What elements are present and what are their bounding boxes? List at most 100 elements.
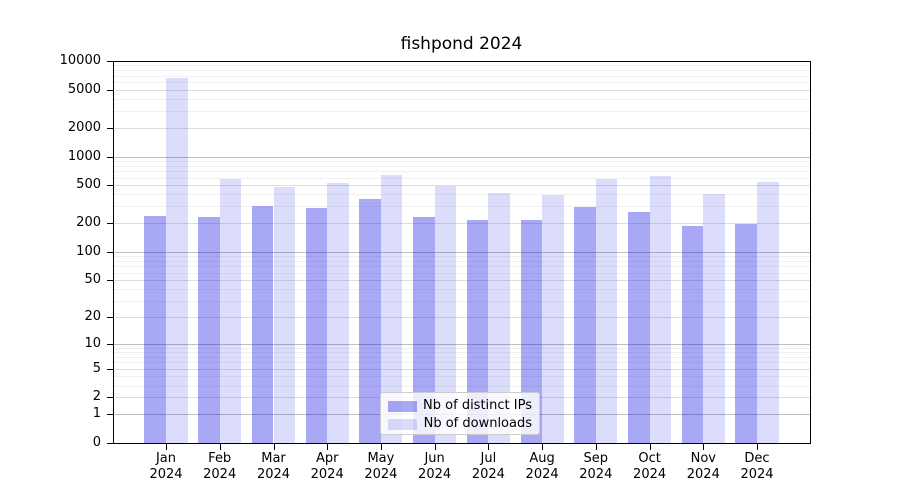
x-tick-label-month: May <box>367 451 395 466</box>
x-tick-mark <box>327 444 329 450</box>
gridline <box>114 156 810 158</box>
x-tick-label-month: Mar <box>261 451 286 466</box>
bar-nb-of-distinct-ips-jan <box>144 216 166 443</box>
x-tick-mark <box>488 444 490 450</box>
y-tick-label: 5000 <box>67 81 101 97</box>
gridline <box>114 185 810 187</box>
gridline-minor <box>114 385 810 387</box>
bar-nb-of-downloads-oct <box>649 175 672 443</box>
x-tick-label-year: 2024 <box>149 467 183 482</box>
x-tick-label-month: Dec <box>744 451 770 466</box>
y-tick-label: 20 <box>84 308 101 324</box>
x-tick-label-month: Jan <box>155 451 177 466</box>
bar-nb-of-downloads-feb <box>219 179 242 443</box>
x-tick-label-year: 2024 <box>740 467 774 482</box>
y-tick-label: 10 <box>84 335 101 351</box>
gridline-minor <box>114 289 810 290</box>
bar-nb-of-distinct-ips-apr <box>305 208 328 443</box>
gridline <box>114 368 810 370</box>
legend-label-downloads: Nb of downloads <box>423 416 532 431</box>
x-tick-mark <box>757 444 758 450</box>
y-tick-mark <box>107 61 113 62</box>
y-tick-mark <box>107 185 113 187</box>
legend-swatch-distinct-ips <box>388 400 417 412</box>
x-tick-mark <box>166 444 167 450</box>
y-tick-label: 100 <box>76 243 101 259</box>
bar-nb-of-distinct-ips-jun <box>413 216 435 443</box>
gridline-minor <box>114 82 810 84</box>
x-tick-label-month: Sep <box>583 451 609 466</box>
x-tick-label-month: Jul <box>480 451 497 466</box>
y-tick-label: 0 <box>92 435 101 450</box>
x-tick-label-month: Aug <box>529 451 555 466</box>
bar-nb-of-downloads-apr <box>327 183 349 443</box>
x-tick-label-year: 2024 <box>579 467 613 482</box>
x-tick-label-year: 2024 <box>256 467 291 482</box>
bar-nb-of-distinct-ips-mar <box>251 206 274 443</box>
x-tick-label-month: Jun <box>424 451 445 466</box>
y-tick-label: 500 <box>76 177 101 193</box>
gridline-minor <box>114 272 810 274</box>
bar-nb-of-downloads-mar <box>273 186 296 443</box>
gridline-minor <box>114 362 810 364</box>
bar-nb-of-distinct-ips-aug <box>520 219 543 443</box>
gridline-minor <box>114 347 810 349</box>
x-tick-mark <box>542 444 544 450</box>
x-tick-label-year: 2024 <box>418 467 452 482</box>
gridline-minor <box>114 110 810 112</box>
gridline-minor <box>114 351 810 353</box>
gridline <box>114 279 810 281</box>
x-tick-mark <box>649 444 651 450</box>
y-tick-mark <box>107 156 113 158</box>
gridline <box>114 89 810 91</box>
bar-nb-of-downloads-jan <box>166 77 188 443</box>
gridline-minor <box>114 171 810 173</box>
x-tick-label-year: 2024 <box>525 467 559 482</box>
gridline-minor <box>114 356 810 358</box>
gridline <box>114 223 810 224</box>
x-tick-mark <box>434 444 436 450</box>
gridline <box>114 251 810 253</box>
gridline-minor <box>114 70 810 72</box>
x-tick-label-year: 2024 <box>203 467 237 482</box>
legend-label-distinct-ips: Nb of distinct IPs <box>423 398 532 413</box>
x-tick-label-year: 2024 <box>633 467 667 482</box>
gridline-minor <box>114 255 810 257</box>
y-tick-mark <box>107 251 113 253</box>
x-tick-label-month: Nov <box>690 451 716 466</box>
bar-nb-of-downloads-dec <box>757 182 779 443</box>
y-tick-label: 2000 <box>67 119 101 135</box>
gridline-minor <box>114 177 810 179</box>
x-tick-label-year: 2024 <box>686 467 720 482</box>
legend-swatch-downloads <box>388 418 417 430</box>
y-tick-mark <box>107 223 113 224</box>
gridline-minor <box>114 194 810 196</box>
chart-title: fishpond 2024 <box>400 34 523 54</box>
bar-nb-of-distinct-ips-sep <box>574 207 596 443</box>
y-tick-label: 5 <box>92 360 101 376</box>
bar-nb-of-downloads-nov <box>703 194 725 443</box>
x-tick-label-year: 2024 <box>310 467 344 482</box>
legend-item-downloads: Nb of downloads <box>388 415 532 433</box>
x-tick-mark <box>703 444 705 450</box>
x-tick-label-year: 2024 <box>364 467 398 482</box>
bar-nb-of-downloads-aug <box>542 194 564 443</box>
bar-nb-of-downloads-may <box>380 174 403 443</box>
bar-nb-of-downloads-sep <box>595 179 618 443</box>
gridline-minor <box>114 300 810 302</box>
y-tick-mark <box>107 414 113 416</box>
x-tick-label-month: Feb <box>208 451 232 466</box>
y-tick-mark <box>107 279 113 281</box>
y-tick-mark <box>107 397 113 399</box>
y-tick-mark <box>107 89 113 91</box>
y-tick-mark <box>107 343 113 345</box>
y-tick-label: 2 <box>92 389 101 405</box>
gridline-minor <box>114 75 810 77</box>
y-tick-mark <box>107 316 113 318</box>
gridline-minor <box>114 160 810 162</box>
gridline-minor <box>114 266 810 268</box>
gridline-minor <box>114 165 810 167</box>
gridline-minor <box>114 65 810 67</box>
y-tick-label: 10000 <box>59 53 101 68</box>
